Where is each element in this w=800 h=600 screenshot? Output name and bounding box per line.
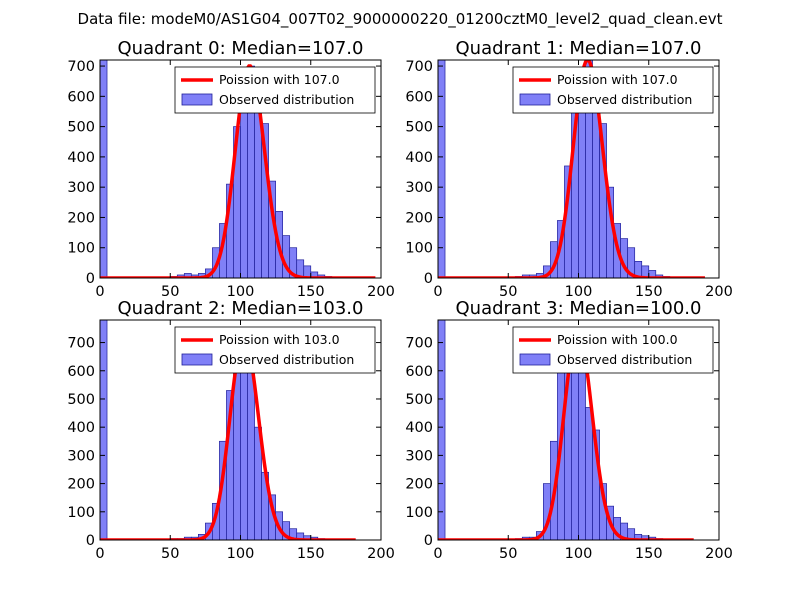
y-tick-label: 0 [424, 271, 433, 287]
y-tick-label: 500 [405, 120, 433, 136]
x-tick-label: 200 [705, 284, 733, 300]
legend: Poission with 107.0 Observed distribution [174, 66, 376, 114]
x-tick-label: 50 [499, 284, 517, 300]
legend: Poission with 107.0 Observed distribution [512, 66, 714, 114]
legend-label-poisson: Poission with 103.0 [219, 332, 340, 347]
y-tick-label: 500 [67, 392, 95, 408]
y-tick-label: 400 [405, 420, 433, 436]
chart-panel-quadrant-2: 0 50 100 150 200 0 100 200 300 400 500 600 700 Quadra… [67, 298, 395, 562]
x-tick-label: 200 [367, 284, 395, 300]
x-tick-label: 200 [367, 546, 395, 562]
histogram-bar [585, 407, 593, 540]
y-tick-label: 600 [405, 364, 433, 380]
legend-label-observed: Observed distribution [219, 92, 354, 107]
plot-area [438, 60, 705, 278]
histogram-bar [247, 367, 255, 540]
legend-label-poisson: Poission with 100.0 [557, 332, 678, 347]
x-tick-label: 0 [95, 284, 104, 300]
y-tick-label: 700 [67, 59, 95, 75]
y-tick-label: 600 [67, 364, 95, 380]
histogram-bar [100, 320, 108, 540]
histogram-bar [438, 320, 446, 540]
panel-title: Quadrant 0: Median=107.0 [118, 38, 364, 59]
plot-area [100, 60, 376, 278]
legend-bar-swatch [519, 353, 551, 366]
panel-title: Quadrant 2: Median=103.0 [118, 298, 364, 319]
y-tick-label: 600 [67, 89, 95, 105]
x-tick-label: 50 [499, 546, 517, 562]
y-tick-label: 200 [405, 210, 433, 226]
y-tick-label: 0 [424, 533, 433, 549]
x-tick-label: 0 [433, 284, 442, 300]
y-tick-label: 700 [67, 336, 95, 352]
panel-title: Quadrant 1: Median=107.0 [456, 38, 702, 59]
x-tick-label: 150 [635, 284, 663, 300]
y-tick-label: 400 [405, 150, 433, 166]
legend-label-poisson: Poission with 107.0 [219, 72, 340, 87]
y-tick-label: 700 [405, 59, 433, 75]
x-tick-label: 0 [95, 546, 104, 562]
chart-panel-quadrant-0: 0 50 100 150 200 0 100 200 300 400 500 600 700 Quadra… [67, 38, 395, 300]
x-tick-label: 0 [433, 546, 442, 562]
y-tick-label: 0 [86, 533, 95, 549]
y-tick-label: 100 [405, 241, 433, 257]
legend-bar-swatch [181, 93, 213, 106]
legend-label-observed: Observed distribution [219, 352, 354, 367]
y-tick-label: 400 [67, 420, 95, 436]
y-tick-label: 500 [405, 392, 433, 408]
legend-label-observed: Observed distribution [557, 92, 692, 107]
histogram-bar [578, 89, 586, 278]
figure-suptitle: Data file: modeM0/AS1G04_007T02_90000002… [78, 10, 723, 29]
x-tick-label: 50 [161, 284, 179, 300]
legend-label-poisson: Poission with 107.0 [557, 72, 678, 87]
y-tick-label: 300 [67, 448, 95, 464]
y-tick-label: 100 [67, 505, 95, 521]
legend-bar-swatch [519, 93, 551, 106]
legend-bar-swatch [181, 353, 213, 366]
panel-title: Quadrant 3: Median=100.0 [456, 298, 702, 319]
y-tick-label: 0 [86, 271, 95, 287]
y-tick-label: 100 [67, 241, 95, 257]
histogram-bar [100, 60, 108, 278]
y-tick-label: 300 [405, 448, 433, 464]
y-tick-label: 400 [67, 150, 95, 166]
histogram-bar [438, 60, 446, 278]
y-tick-label: 200 [405, 477, 433, 493]
y-tick-label: 300 [405, 180, 433, 196]
legend: Poission with 103.0 Observed distribution [174, 326, 376, 374]
y-tick-label: 600 [405, 89, 433, 105]
y-tick-label: 700 [405, 336, 433, 352]
legend-label-observed: Observed distribution [557, 352, 692, 367]
y-tick-label: 200 [67, 210, 95, 226]
x-tick-label: 150 [297, 284, 325, 300]
x-tick-label: 200 [705, 546, 733, 562]
x-tick-label: 50 [161, 546, 179, 562]
x-tick-label: 150 [297, 546, 325, 562]
chart-panel-quadrant-1: 0 50 100 150 200 0 100 200 300 400 500 600 700 Quadra… [405, 38, 733, 300]
y-tick-label: 300 [67, 180, 95, 196]
legend: Poission with 100.0 Observed distribution [512, 326, 714, 374]
poisson-curve [100, 64, 376, 278]
y-tick-label: 100 [405, 505, 433, 521]
x-tick-label: 100 [227, 284, 255, 300]
chart-panel-quadrant-3: 0 50 100 150 200 0 100 200 300 400 500 600 700 Quadra… [405, 298, 733, 562]
x-tick-label: 150 [635, 546, 663, 562]
x-tick-label: 100 [565, 546, 593, 562]
poisson-curve [438, 60, 705, 278]
x-tick-label: 100 [565, 284, 593, 300]
x-tick-label: 100 [227, 546, 255, 562]
y-tick-label: 500 [67, 120, 95, 136]
poisson-curve [438, 329, 694, 540]
y-tick-label: 200 [67, 477, 95, 493]
